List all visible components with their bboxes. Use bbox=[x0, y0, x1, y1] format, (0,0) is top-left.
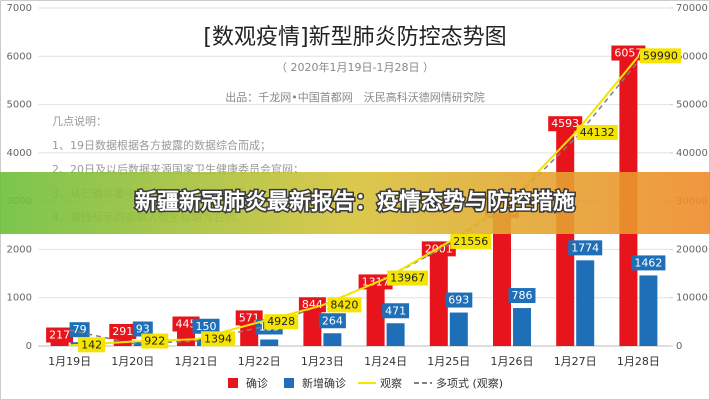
value-label: 217 bbox=[49, 329, 70, 342]
y-tick-label: 5000 bbox=[7, 100, 32, 111]
value-label-bg bbox=[568, 240, 603, 256]
value-label: 922 bbox=[144, 335, 165, 348]
x-tick-label: 1月22日 bbox=[238, 355, 281, 368]
x-tick-label: 1月27日 bbox=[554, 355, 597, 368]
legend-label: 多项式 (观察) bbox=[436, 376, 503, 390]
value-label-bg bbox=[318, 313, 346, 329]
value-label-bg bbox=[639, 48, 681, 64]
value-label: 4928 bbox=[267, 315, 295, 328]
value-label: 142 bbox=[81, 338, 102, 351]
bar bbox=[449, 312, 468, 346]
y-tick-label: 2000 bbox=[7, 244, 32, 255]
value-label-bg bbox=[631, 255, 666, 271]
x-tick-label: 1月21日 bbox=[175, 355, 218, 368]
bar bbox=[429, 249, 448, 346]
value-label-bg bbox=[387, 270, 429, 286]
subtitle: （ 2020年1月19日-1月28日 ） bbox=[276, 60, 434, 74]
y2-tick-label: 70000 bbox=[676, 3, 708, 14]
bar bbox=[366, 282, 385, 346]
note: 几点说明： bbox=[52, 114, 107, 128]
value-label-bg bbox=[201, 331, 235, 347]
value-label: 291 bbox=[112, 325, 133, 338]
bar bbox=[303, 305, 322, 346]
value-label-bg bbox=[445, 292, 473, 308]
x-tick-label: 1月25日 bbox=[427, 355, 470, 368]
value-label: 79 bbox=[73, 323, 87, 336]
value-label-bg bbox=[69, 322, 90, 338]
value-label: 445 bbox=[176, 318, 197, 331]
y2-tick-label: 10000 bbox=[676, 293, 708, 304]
bar bbox=[576, 260, 595, 346]
note: 1、19日数据根据各方披露的数据综合而成； bbox=[52, 138, 271, 152]
bar bbox=[556, 124, 575, 346]
value-label: 6057 bbox=[614, 47, 642, 60]
value-label: 4593 bbox=[551, 117, 579, 130]
banner-bg bbox=[0, 172, 710, 234]
y2-tick-label: 50000 bbox=[676, 100, 708, 111]
bar bbox=[386, 323, 405, 346]
x-tick-label: 1月20日 bbox=[111, 355, 154, 368]
value-label: 21556 bbox=[453, 235, 488, 248]
value-label: 8420 bbox=[330, 298, 358, 311]
legend-label: 观察 bbox=[380, 376, 402, 390]
y-tick-label: 1000 bbox=[7, 293, 32, 304]
value-label: 44132 bbox=[580, 126, 615, 139]
x-tick-label: 1月24日 bbox=[364, 355, 407, 368]
bar bbox=[323, 333, 342, 346]
value-label: 1462 bbox=[634, 256, 662, 269]
value-label: 150 bbox=[196, 320, 217, 333]
y2-tick-label: 0 bbox=[676, 341, 682, 352]
value-label: 59990 bbox=[643, 49, 678, 62]
legend-label: 确诊 bbox=[246, 376, 268, 390]
chart-title: [数观疫情]新型肺炎防控态势图 bbox=[203, 25, 506, 50]
value-label-bg bbox=[46, 327, 74, 343]
value-label: 13967 bbox=[390, 272, 425, 285]
y2-tick-label: 60000 bbox=[676, 51, 708, 62]
value-label-bg bbox=[508, 288, 536, 304]
legend-swatch bbox=[228, 378, 238, 388]
value-label: 844 bbox=[302, 298, 323, 311]
x-tick-label: 1月19日 bbox=[48, 355, 91, 368]
value-label: 471 bbox=[385, 304, 406, 317]
value-label-bg bbox=[576, 124, 618, 140]
value-label: 264 bbox=[322, 314, 343, 327]
value-label-bg bbox=[264, 314, 299, 330]
x-tick-label: 1月28日 bbox=[617, 355, 660, 368]
value-label-bg bbox=[192, 318, 220, 334]
value-label-bg bbox=[78, 337, 106, 353]
value-label-bg bbox=[548, 116, 583, 132]
legend-label: 新增确诊 bbox=[302, 376, 346, 390]
value-label-bg bbox=[298, 297, 326, 313]
source: 出品：千龙网•中国首都网 沃民高科沃德网情研究院 bbox=[225, 90, 485, 104]
bar bbox=[639, 275, 658, 346]
value-label: 1394 bbox=[204, 332, 232, 345]
value-label: 786 bbox=[512, 289, 533, 302]
legend-swatch bbox=[284, 378, 294, 388]
value-label: 693 bbox=[448, 294, 469, 307]
value-label-bg bbox=[141, 333, 169, 349]
y-tick-label: 7000 bbox=[7, 3, 32, 14]
value-label-bg bbox=[132, 321, 153, 337]
value-label: 571 bbox=[239, 311, 260, 324]
value-label-bg bbox=[382, 303, 410, 319]
y-tick-label: 6000 bbox=[7, 51, 32, 62]
value-label: 93 bbox=[136, 323, 150, 336]
value-label-bg bbox=[109, 323, 137, 339]
y2-tick-label: 20000 bbox=[676, 244, 708, 255]
x-tick-label: 1月23日 bbox=[301, 355, 344, 368]
y2-tick-label: 40000 bbox=[676, 148, 708, 159]
x-tick-label: 1月26日 bbox=[491, 355, 534, 368]
value-label-bg bbox=[450, 233, 492, 249]
bar bbox=[260, 339, 279, 346]
value-label-bg bbox=[327, 297, 362, 313]
value-label: 1774 bbox=[571, 241, 599, 254]
y-tick-label: 4000 bbox=[7, 148, 32, 159]
y-tick-label: 0 bbox=[26, 341, 32, 352]
banner: 新疆新冠肺炎最新报告：疫情态势与防控措施 bbox=[135, 189, 575, 215]
bar bbox=[513, 308, 531, 346]
bar bbox=[493, 210, 511, 346]
